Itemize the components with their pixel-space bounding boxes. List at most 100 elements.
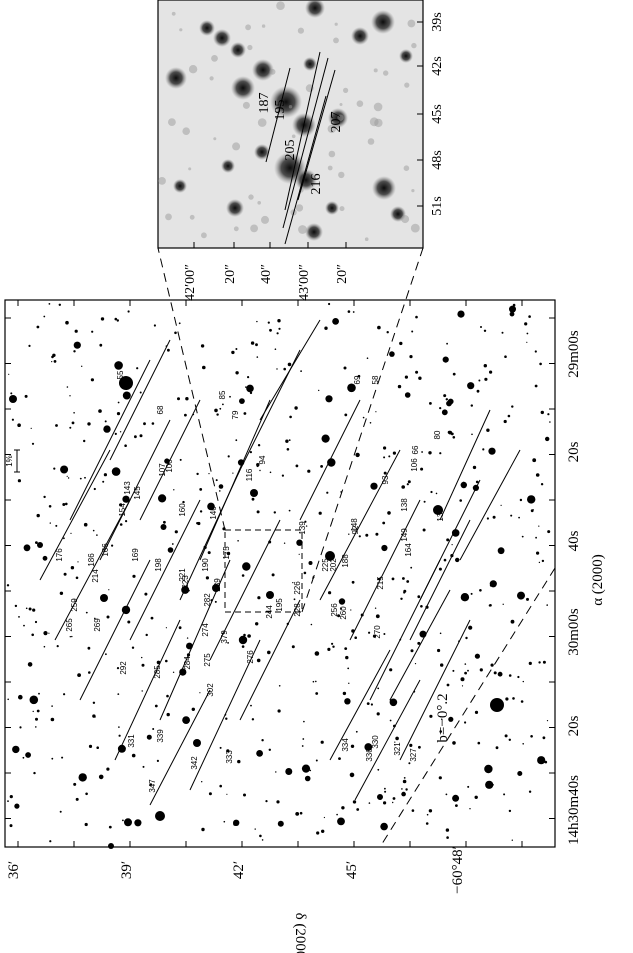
star-dot [114,361,123,370]
inset-faint-star [165,213,172,221]
star-dot [75,576,79,580]
star-dot [411,330,414,333]
star-dot [370,482,378,490]
star-dot [49,522,51,524]
star-dot [103,473,107,477]
star-dot [520,700,524,703]
star-dot [377,687,380,690]
slit-line [389,589,451,701]
star-dot [347,667,350,670]
star-dot [302,738,305,740]
star-dot [9,824,13,828]
star-dot [119,503,123,507]
star-dot [544,760,548,764]
star-dot [219,407,222,410]
star-dot [509,305,516,313]
star-id-label: 339 [156,729,165,743]
star-dot [49,840,52,843]
star-dot [376,712,380,716]
inset-star [254,144,270,160]
star-dot [251,718,255,721]
star-dot [11,418,14,421]
star-id-label: 146 [209,506,218,520]
star-dot [271,573,275,577]
star-dot [429,714,433,718]
star-dot [122,495,130,503]
star-id-label: 198 [154,558,163,572]
star-id-label: 269 [93,618,102,632]
slit-line [139,399,201,521]
inset-faint-star [168,118,176,126]
bright-star [266,591,274,599]
star-dot [459,499,463,502]
star-id-label: 276 [246,650,255,664]
star-dot [488,447,496,455]
star-dot [394,741,396,743]
star-dot [380,822,388,831]
star-dot [323,816,325,819]
star-id-label: 336 [365,748,374,762]
star-dot [214,408,218,413]
star-dot [104,420,107,423]
star-dot [105,653,107,656]
star-dot [521,535,524,538]
galactic-latitude-line [379,567,556,848]
star-dot [446,538,450,542]
star-dot [440,663,444,667]
star-dot [117,744,126,753]
star-dot [233,819,240,826]
star-dot [489,370,493,374]
star-dot [325,395,333,403]
slit-line [349,499,421,641]
inset-faint-star [339,103,343,106]
star-dot [281,474,284,477]
inset-faint-star [245,24,252,31]
star-dot [402,779,407,784]
star-dot [293,598,296,601]
star-dot [511,839,513,841]
inset-faint-star [232,142,241,151]
inset-star [305,0,325,18]
star-dot [294,406,298,410]
star-dot [356,808,360,811]
star-dot [522,680,524,683]
star-dot [344,698,351,705]
star-dot [71,635,73,638]
bright-star [490,698,504,712]
star-dot [141,663,145,667]
inset-region-box [224,529,303,613]
star-dot [307,469,311,473]
star-dot [474,795,478,799]
star-dot [344,413,348,417]
inset-star [399,49,413,63]
star-dot [125,520,128,523]
star-dot [482,448,485,451]
star-dot [191,707,195,711]
star-dot [446,683,450,687]
inset-star-field [158,0,420,241]
star-dot [320,465,323,468]
inset-faint-star [257,118,267,127]
star-dot [545,436,550,442]
star-id-label: 379 [220,630,229,644]
inset-star [221,159,235,173]
star-dot [60,465,69,474]
star-id-label: 223 [181,575,190,589]
inset-faint-star [261,215,269,224]
star-dot [495,746,499,750]
star-dot [70,566,75,570]
star-dot [28,344,31,347]
star-dot [66,475,68,477]
star-dot [400,597,403,600]
star-dot [243,793,246,797]
star-dot [305,525,308,527]
star-dot [534,384,538,388]
inset-faint-star [269,68,276,75]
star-dot [408,762,411,765]
star-dot [446,400,452,407]
star-dot [225,717,228,720]
star-dot [48,303,51,305]
star-dot [136,367,139,370]
star-id-label: 270 [373,625,382,639]
star-dot [201,827,205,832]
